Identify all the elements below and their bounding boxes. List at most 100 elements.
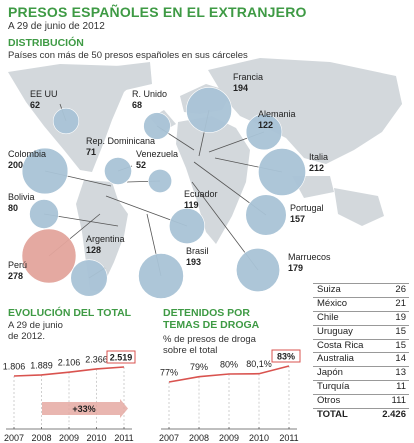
data-label-2010: 80,1% (246, 359, 272, 369)
x-tick-label-2008: 2008 (189, 433, 209, 443)
label-venezuela-value: 52 (136, 160, 146, 170)
bubble-francia (186, 87, 232, 133)
data-label-2007: 1.806 (3, 362, 26, 372)
label-ecuador-value: 119 (184, 200, 199, 210)
bubble-colombia (21, 147, 69, 195)
label-ee-uu-value: 62 (30, 100, 40, 110)
table-row: Costa Rica 15 (313, 340, 409, 354)
table-country: Turquía (317, 381, 350, 393)
table-country: Chile (317, 311, 339, 323)
evolution-subtitle-line1: A 29 de junio (8, 320, 63, 331)
evolution-subtitle-line2: de 2012. (8, 331, 45, 342)
map-land-shape-10 (388, 90, 402, 112)
table-value: 15 (395, 325, 406, 337)
table-value: 26 (395, 284, 406, 295)
bubble-marruecos (236, 248, 281, 293)
map-land-shape-6 (176, 116, 250, 244)
bubble-per- (21, 228, 77, 284)
label-bolivia-value: 80 (8, 203, 18, 213)
drugs-line-chart: 2007 2008 2009 2010 2011 77% 79% 80% 80,1% 83% (159, 349, 301, 443)
table-country: Australia (317, 353, 354, 365)
table-country: Japón (317, 367, 343, 379)
x-tick-label-2009: 2009 (59, 433, 79, 443)
table-value: 14 (395, 353, 406, 365)
data-label-2011: 83% (277, 352, 295, 362)
table-value: 19 (395, 311, 406, 323)
table-row: Uruguay 15 (313, 326, 409, 340)
bubble-bolivia (29, 199, 59, 229)
label-ecuador-name: Ecuador (184, 189, 218, 199)
label-colombia-value: 200 (8, 160, 23, 170)
label-venezuela-name: Venezuela (136, 149, 178, 159)
bubble-rep-dominicana (104, 157, 132, 185)
label-portugal-value: 157 (290, 214, 305, 224)
label-brasil-name: Brasil (186, 246, 209, 256)
table-value: 13 (395, 367, 406, 379)
data-label-box-2011 (271, 349, 301, 363)
table-total-row: TOTAL 2.426 (313, 409, 409, 422)
table-row: Australia 14 (313, 353, 409, 368)
data-label-2008: 1.889 (30, 360, 53, 370)
drugs-subtitle-line1: % de presos de droga (163, 334, 256, 345)
table-row: Suiza 26 (313, 284, 409, 298)
bubble-alemania (245, 113, 283, 151)
table-total-value: 2.426 (382, 409, 406, 421)
label-r-unido-value: 68 (132, 100, 142, 110)
x-tick-label-2011: 2011 (279, 433, 298, 443)
bubble-portugal (245, 194, 287, 236)
bubble-venezuela (148, 169, 173, 194)
bubble-italia (258, 148, 306, 196)
map-land-shape-9 (334, 188, 384, 226)
table-value: 111 (391, 395, 406, 407)
growth-label: +33% (72, 404, 95, 414)
distribution-title: DISTRIBUCIÓN (8, 37, 84, 49)
data-label-2008: 79% (190, 362, 208, 372)
table-country: Costa Rica (317, 339, 364, 351)
page-date: A 29 de junio de 2012 (8, 21, 105, 32)
table-country: Otros (317, 395, 341, 407)
label-rep-dominicana-name: Rep. Dominicana (86, 136, 155, 146)
label-ee-uu-name: EE UU (30, 89, 58, 99)
table-country: Suiza (317, 284, 341, 295)
data-label-2009: 2.106 (58, 358, 81, 368)
bubble-r-unido (143, 112, 171, 140)
table-value: 11 (396, 381, 406, 393)
other-countries-table: Suiza 26 México 21 Chile 19 Uruguay 15 Costa Ric… (313, 283, 409, 422)
x-tick-label-2009: 2009 (219, 433, 239, 443)
label-colombia-name: Colombia (8, 149, 46, 159)
bubble-argentina (70, 259, 108, 297)
drugs-title-line2: TEMAS DE DROGA (163, 319, 260, 331)
label-marruecos-value: 179 (288, 263, 303, 273)
data-label-2007: 77% (160, 368, 178, 378)
table-value: 15 (395, 339, 406, 351)
table-total-label: TOTAL (317, 409, 348, 421)
label-italia-name: Italia (309, 152, 328, 162)
bubble-brasil (138, 253, 184, 299)
data-label-box-2011 (106, 350, 136, 364)
label-marruecos-name: Marruecos (288, 252, 331, 262)
evolution-title: EVOLUCIÓN DEL TOTAL (8, 307, 132, 319)
table-row: Otros 111 (313, 395, 409, 410)
label-italia-value: 212 (309, 163, 324, 173)
label-portugal-name: Portugal (290, 203, 324, 213)
label-alemania-name: Alemania (258, 109, 296, 119)
data-label-2010: 2.366 (85, 354, 108, 364)
label-argentina-value: 128 (86, 245, 101, 255)
label-francia-value: 194 (233, 83, 248, 93)
map-land-shape-7 (208, 58, 402, 164)
drugs-title-line1: DETENIDOS POR (163, 307, 250, 319)
table-country: Uruguay (317, 325, 353, 337)
distribution-subtitle: Países con más de 50 presos españoles en… (8, 50, 248, 61)
series-line (168, 365, 290, 383)
label-per--name: Perú (8, 260, 27, 270)
table-row: México 21 (313, 298, 409, 312)
label-argentina-name: Argentina (86, 234, 125, 244)
page-title: PRESOS ESPAÑOLES EN EL EXTRANJERO (8, 4, 307, 20)
data-label-2009: 80% (220, 360, 238, 370)
label-brasil-value: 193 (186, 257, 201, 267)
x-tick-label-2010: 2010 (86, 433, 106, 443)
data-label-2011: 2.519 (110, 353, 133, 363)
drugs-subtitle-line2: sobre el total (163, 345, 218, 356)
label-francia-name: Francia (233, 72, 263, 82)
